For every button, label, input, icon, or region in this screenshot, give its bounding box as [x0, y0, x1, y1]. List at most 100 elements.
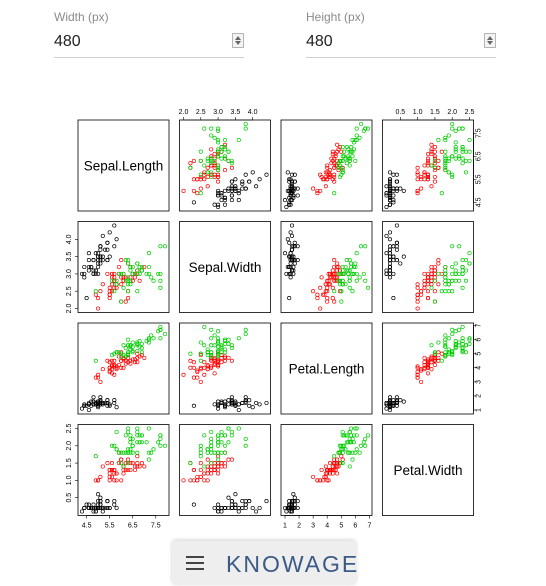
- data-point: [137, 271, 142, 276]
- data-point: [322, 474, 327, 479]
- data-point: [119, 271, 124, 276]
- data-point: [135, 429, 140, 435]
- data-point: [105, 240, 110, 245]
- variable-label: Petal.Length: [289, 362, 365, 377]
- data-point: [130, 271, 135, 276]
- data-point: [209, 327, 214, 332]
- data-point: [285, 264, 290, 270]
- data-point: [342, 443, 347, 448]
- data-point: [340, 461, 345, 466]
- data-point: [219, 505, 224, 511]
- data-point: [198, 340, 203, 345]
- data-point: [264, 172, 269, 177]
- data-point: [415, 177, 420, 182]
- data-point: [354, 426, 359, 431]
- data-point: [425, 364, 431, 369]
- data-point: [205, 464, 210, 469]
- data-point: [137, 278, 142, 283]
- tick-label: 4.5: [476, 197, 483, 207]
- data-point: [387, 403, 393, 408]
- data-point: [93, 375, 98, 380]
- data-point: [156, 271, 161, 276]
- spinner-down-icon[interactable]: [487, 41, 493, 45]
- data-point: [219, 145, 224, 150]
- data-point: [236, 505, 241, 511]
- data-point: [460, 268, 465, 273]
- data-point: [351, 433, 356, 438]
- data-point: [209, 443, 214, 448]
- data-point: [82, 264, 87, 270]
- spinner-up-icon[interactable]: [487, 36, 493, 40]
- data-point: [291, 244, 296, 249]
- data-point: [340, 450, 345, 455]
- data-point: [467, 261, 472, 266]
- data-point: [457, 278, 462, 283]
- data-point: [229, 193, 234, 198]
- data-point: [205, 174, 210, 180]
- data-point: [419, 174, 424, 180]
- data-point: [457, 244, 462, 249]
- data-point: [209, 471, 214, 476]
- data-point: [114, 367, 119, 372]
- data-point: [394, 395, 399, 400]
- height-value[interactable]: 480: [306, 33, 333, 50]
- data-point: [82, 271, 87, 276]
- data-point: [415, 292, 420, 297]
- data-point: [347, 258, 352, 263]
- data-point: [181, 372, 186, 377]
- data-point: [282, 505, 288, 511]
- data-point: [287, 271, 292, 276]
- data-point: [363, 126, 368, 131]
- data-point: [82, 505, 87, 511]
- data-point: [429, 184, 434, 189]
- data-point: [236, 336, 241, 341]
- height-spinner[interactable]: [484, 33, 496, 48]
- data-point: [212, 151, 217, 157]
- data-point: [128, 467, 133, 473]
- data-point: [453, 149, 458, 154]
- width-input[interactable]: 480: [54, 27, 244, 58]
- data-point: [233, 505, 238, 511]
- data-point: [398, 398, 403, 403]
- data-point: [340, 168, 345, 173]
- data-point: [333, 154, 338, 159]
- data-point: [107, 478, 112, 483]
- data-point: [112, 478, 117, 483]
- data-point: [216, 454, 221, 459]
- data-point: [209, 156, 214, 161]
- data-point: [98, 379, 103, 384]
- data-point: [216, 509, 221, 514]
- data-point: [86, 268, 91, 273]
- data-point: [209, 336, 214, 341]
- width-value[interactable]: 480: [54, 33, 81, 50]
- data-point: [109, 289, 115, 294]
- height-field: Height (px) 480: [306, 10, 496, 58]
- spinner-down-icon[interactable]: [235, 41, 241, 45]
- width-spinner[interactable]: [232, 33, 244, 48]
- data-point: [336, 450, 341, 455]
- data-point: [394, 244, 399, 249]
- data-point: [216, 471, 221, 476]
- data-point: [463, 350, 469, 355]
- data-point: [439, 149, 444, 154]
- data-point: [339, 461, 344, 466]
- data-point: [257, 402, 262, 407]
- data-point: [264, 499, 269, 504]
- data-point: [332, 289, 337, 294]
- tick-label: 3: [311, 523, 315, 530]
- data-point: [432, 174, 437, 180]
- data-point: [292, 179, 297, 184]
- data-point: [443, 138, 448, 143]
- height-input[interactable]: 480: [306, 27, 496, 58]
- data-point: [216, 505, 221, 511]
- data-point: [216, 406, 221, 411]
- spinner-up-icon[interactable]: [235, 36, 241, 40]
- data-point: [325, 296, 330, 301]
- data-point: [212, 202, 217, 207]
- data-point: [384, 233, 389, 238]
- data-point: [158, 278, 163, 283]
- data-point: [209, 343, 214, 348]
- data-point: [336, 264, 341, 270]
- hamburger-menu-icon[interactable]: [186, 556, 204, 570]
- data-point: [130, 348, 135, 353]
